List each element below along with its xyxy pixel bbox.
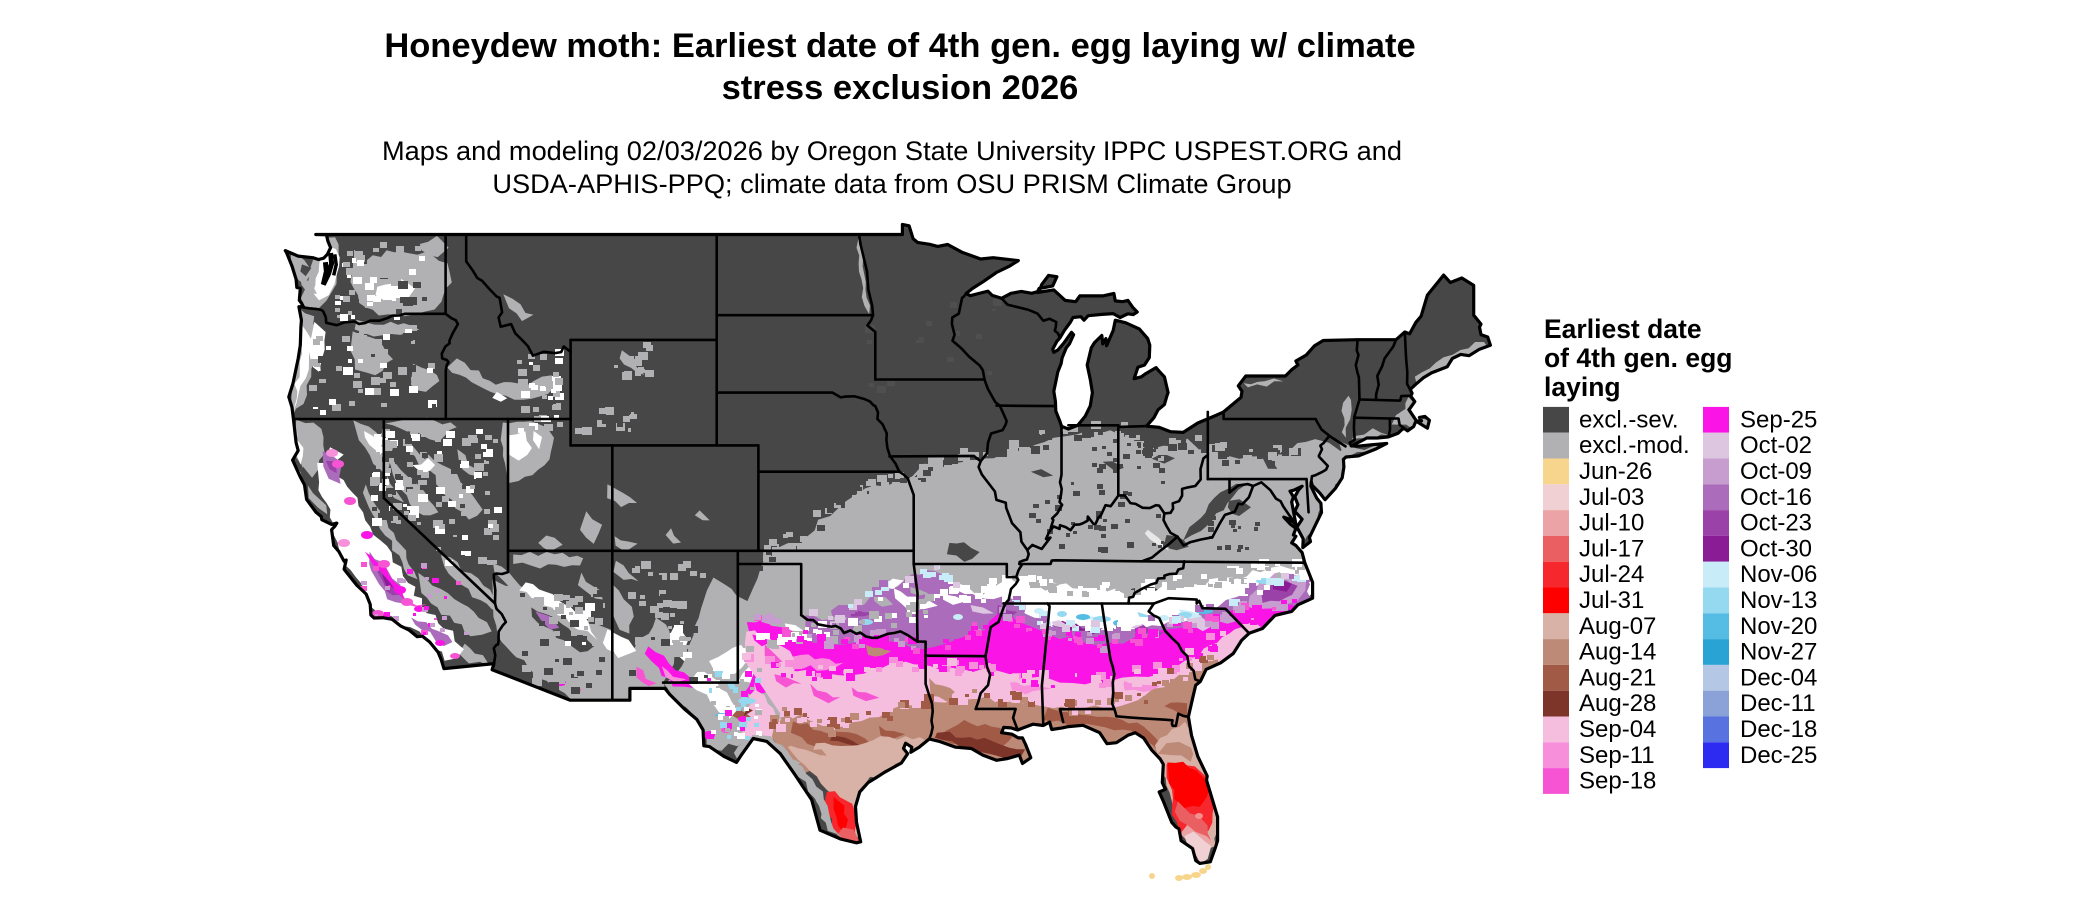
svg-text:Sep-04: Sep-04 bbox=[1579, 716, 1656, 743]
svg-text:Oct-02: Oct-02 bbox=[1740, 432, 1812, 459]
svg-text:Jun-26: Jun-26 bbox=[1579, 458, 1652, 485]
svg-text:Nov-06: Nov-06 bbox=[1740, 561, 1817, 588]
svg-text:Dec-25: Dec-25 bbox=[1740, 742, 1817, 769]
svg-text:Dec-18: Dec-18 bbox=[1740, 716, 1817, 743]
svg-text:Jul-03: Jul-03 bbox=[1579, 484, 1644, 511]
svg-text:stress exclusion 2026: stress exclusion 2026 bbox=[722, 69, 1079, 107]
svg-text:Oct-30: Oct-30 bbox=[1740, 535, 1812, 562]
svg-text:Oct-23: Oct-23 bbox=[1740, 510, 1812, 537]
svg-text:Nov-13: Nov-13 bbox=[1740, 587, 1817, 614]
svg-text:Maps and modeling 02/03/2026 b: Maps and modeling 02/03/2026 by Oregon S… bbox=[382, 135, 1402, 166]
svg-text:Sep-18: Sep-18 bbox=[1579, 768, 1656, 795]
svg-text:Dec-11: Dec-11 bbox=[1740, 690, 1816, 717]
svg-text:laying: laying bbox=[1544, 372, 1621, 402]
svg-text:USDA-APHIS-PPQ; climate data f: USDA-APHIS-PPQ; climate data from OSU PR… bbox=[492, 168, 1291, 199]
svg-text:excl.-mod.: excl.-mod. bbox=[1579, 432, 1690, 459]
svg-text:excl.-sev.: excl.-sev. bbox=[1579, 406, 1679, 433]
svg-text:Earliest date: Earliest date bbox=[1544, 314, 1702, 344]
svg-text:Jul-17: Jul-17 bbox=[1579, 535, 1644, 562]
svg-text:Jul-31: Jul-31 bbox=[1579, 587, 1644, 614]
svg-text:of 4th gen. egg: of 4th gen. egg bbox=[1544, 343, 1732, 373]
svg-text:Nov-27: Nov-27 bbox=[1740, 639, 1817, 666]
svg-text:Jul-24: Jul-24 bbox=[1579, 561, 1644, 588]
svg-text:Oct-16: Oct-16 bbox=[1740, 484, 1812, 511]
svg-text:Aug-14: Aug-14 bbox=[1579, 639, 1656, 666]
svg-text:Aug-28: Aug-28 bbox=[1579, 690, 1656, 717]
svg-text:Sep-25: Sep-25 bbox=[1740, 406, 1817, 433]
svg-text:Sep-11: Sep-11 bbox=[1579, 742, 1655, 769]
svg-text:Honeydew moth: Earliest date o: Honeydew moth: Earliest date of 4th gen.… bbox=[384, 27, 1415, 65]
svg-text:Dec-04: Dec-04 bbox=[1740, 664, 1817, 691]
svg-text:Jul-10: Jul-10 bbox=[1579, 510, 1644, 537]
svg-text:Aug-21: Aug-21 bbox=[1579, 664, 1656, 691]
svg-text:Aug-07: Aug-07 bbox=[1579, 613, 1656, 640]
svg-text:Nov-20: Nov-20 bbox=[1740, 613, 1817, 640]
svg-text:Oct-09: Oct-09 bbox=[1740, 458, 1812, 485]
